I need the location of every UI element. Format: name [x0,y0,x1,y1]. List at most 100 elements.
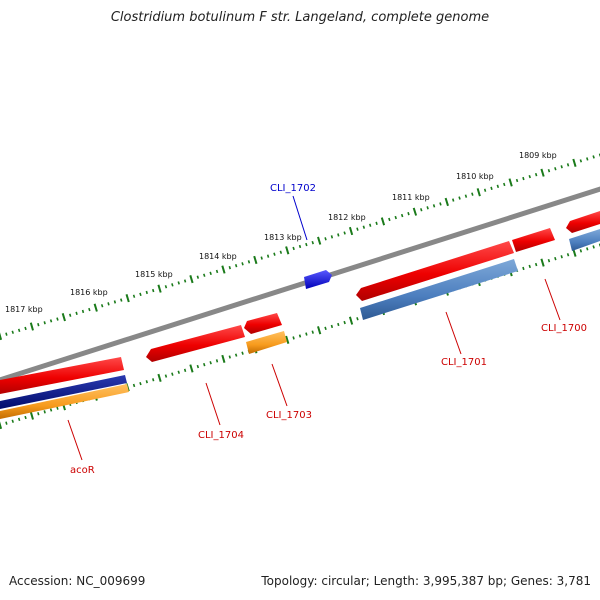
label-cli1702[interactable]: CLI_1702 [270,183,316,194]
minor-tick [554,256,557,261]
genome-summary-text: Topology: circular; Length: 3,995,387 bp… [261,574,591,588]
label-acor[interactable]: acoR [70,465,95,476]
minor-tick [554,167,557,171]
minor-tick [241,262,244,266]
gene-acor-red[interactable] [0,357,124,395]
major-tick [380,217,386,226]
minor-tick [203,362,206,367]
minor-tick [43,321,46,325]
minor-tick [183,279,187,283]
minor-tick [24,326,27,331]
major-tick [157,284,162,293]
major-tick [0,332,3,341]
feature-tracks [0,229,600,420]
minor-tick [5,332,8,336]
minor-tick [560,255,563,259]
track-orange[interactable] [0,384,129,420]
minor-tick [132,294,136,298]
minor-tick [215,269,219,274]
kbp-label: 1814 kbp [199,252,237,261]
minor-tick [247,260,251,264]
label-cli1701[interactable]: CLI_1701 [441,357,487,368]
minor-tick [152,378,155,382]
minor-tick [279,250,283,254]
minor-tick [273,252,276,256]
label-cli1700[interactable]: CLI_1700 [541,323,587,334]
minor-tick [586,247,589,251]
minor-tick [75,311,78,316]
label-cli1704[interactable]: CLI_1704 [198,430,244,441]
minor-tick [241,351,244,355]
minor-tick [17,417,21,422]
major-tick [157,373,162,382]
minor-tick [56,406,59,410]
minor-tick [11,419,14,423]
minor-tick [547,258,551,263]
major-tick [317,236,322,245]
minor-tick [209,361,212,365]
minor-tick [311,240,314,245]
minor-tick [560,165,563,169]
accession-text: Accession: NC_009699 [9,574,146,588]
minor-tick [579,249,583,253]
minor-tick [171,283,174,287]
minor-tick [420,208,423,212]
minor-tick [324,326,327,331]
kbp-labels: 1817 kbp 1816 kbp 1815 kbp 1814 kbp 1813… [5,151,557,314]
major-tick [540,168,545,177]
map-title: Clostridium botulinum F str. Langeland, … [110,10,490,25]
minor-tick [228,265,231,270]
gene-labels: CLI_1702 CLI_1701 CLI_1700 CLI_1703 CLI_… [70,183,587,476]
minor-tick [375,221,378,226]
minor-tick [362,225,366,229]
gene-cli1702[interactable] [304,270,332,289]
major-tick [29,411,34,420]
leader-cli1701 [445,311,462,355]
minor-tick [17,328,21,333]
minor-tick [100,304,104,308]
gene-cli1704[interactable] [146,325,245,362]
minor-tick [132,383,136,388]
minor-tick [522,266,525,271]
track-cli1700-blue[interactable] [569,229,600,251]
track-cli1703[interactable] [246,331,287,354]
kbp-label: 1816 kbp [70,288,108,297]
major-tick [508,178,513,187]
minor-tick [528,174,531,179]
label-leader-lines [67,195,561,461]
minor-tick [522,176,525,181]
minor-tick [183,368,187,373]
kbp-label: 1811 kbp [392,193,430,202]
minor-tick [369,223,372,227]
minor-tick [515,178,519,183]
kbp-label: 1810 kbp [456,172,494,181]
leader-cli1702 [292,195,308,241]
major-tick [0,421,3,430]
track-navy[interactable] [0,375,127,410]
minor-tick [592,245,595,249]
major-tick [285,246,290,255]
minor-tick [107,302,110,306]
gene-cli1701[interactable] [356,241,514,301]
label-cli1703[interactable]: CLI_1703 [266,410,312,421]
minor-tick [196,364,200,369]
minor-tick [203,273,206,277]
gene-cli1700-outer[interactable] [566,211,600,233]
gene-small-red[interactable] [244,313,282,334]
minor-tick [534,262,538,267]
minor-tick [215,359,219,363]
minor-tick [177,281,180,285]
gene-red-short[interactable] [512,228,555,252]
minor-tick [337,233,340,237]
minor-tick [426,206,429,210]
minor-tick [164,374,168,378]
minor-tick [234,264,238,268]
reverse-strand-genes [0,228,555,395]
minor-tick [298,244,302,249]
minor-tick [592,155,595,159]
track-cli1701-blue[interactable] [360,259,518,320]
kbp-label: 1817 kbp [5,305,43,314]
minor-tick [292,336,295,340]
minor-tick [260,256,263,260]
